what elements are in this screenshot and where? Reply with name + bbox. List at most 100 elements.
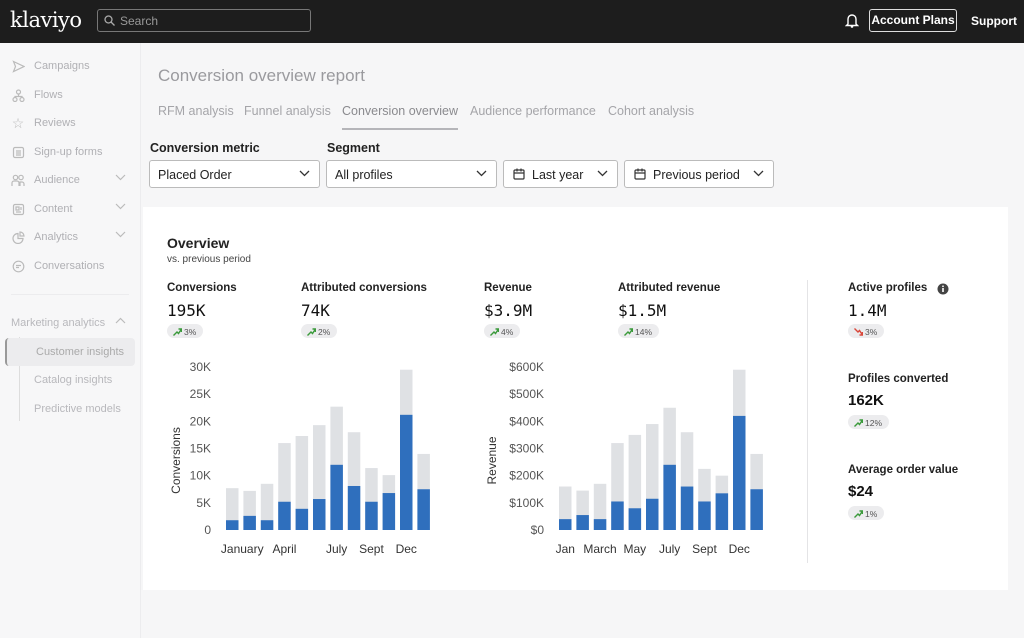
sidebar-item-label: Flows <box>34 89 63 101</box>
sidebar-item-campaigns[interactable]: Campaigns <box>11 56 136 76</box>
chevron-down-icon <box>115 231 126 238</box>
attributed-revenue-value: $1.5M <box>618 301 667 320</box>
y-axis-label: Conversions <box>169 427 183 494</box>
sidebar-subitem-catalog-insights[interactable]: Catalog insights <box>5 366 135 394</box>
change-value: 3% <box>184 326 197 337</box>
y-axis-label: Revenue <box>485 436 499 484</box>
y-tick-label: $500K <box>509 387 544 401</box>
x-tick-label: Sept <box>359 542 384 556</box>
change-value: 1% <box>865 508 878 519</box>
date-range-select[interactable]: Last year <box>503 160 618 188</box>
attributed-bar <box>243 515 256 530</box>
y-tick-label: 20K <box>190 414 211 428</box>
y-tick-label: 10K <box>190 469 211 483</box>
sidebar-item-reviews[interactable]: ☆ Reviews <box>11 113 136 133</box>
attributed-conversions-value: 74K <box>301 301 330 320</box>
attributed-revenue-label: Attributed revenue <box>618 282 721 294</box>
sidebar-item-label: Conversations <box>34 260 105 272</box>
y-tick-label: $100K <box>509 496 544 510</box>
trend-up-icon <box>624 327 633 336</box>
subitem-label: Customer insights <box>36 346 125 358</box>
sidebar-item-sign-up-forms[interactable]: Sign-up forms <box>11 142 136 162</box>
subnav-line <box>19 337 20 421</box>
average-order-value-value: $24 <box>848 483 874 500</box>
average-order-value-change-badge: 1% <box>848 506 885 520</box>
sidebar-subitem-customer-insights[interactable]: Customer insights <box>5 338 135 366</box>
y-tick-label: 15K <box>190 442 211 456</box>
sidebar-item-content[interactable]: Content <box>11 199 136 219</box>
attributed-bar <box>347 485 361 530</box>
flows-icon <box>11 88 25 102</box>
select-value: All profiles <box>335 168 393 182</box>
star-icon: ☆ <box>11 114 25 131</box>
x-tick-label: July <box>326 542 347 556</box>
attributed-bar <box>750 489 763 530</box>
form-icon <box>11 145 25 159</box>
y-tick-label: 25K <box>190 387 211 401</box>
chevron-down-icon <box>299 170 310 177</box>
total-bar <box>559 486 572 530</box>
search-input[interactable]: Search <box>97 9 311 32</box>
sidebar-item-conversations[interactable]: Conversations <box>11 256 136 276</box>
chevron-up-icon <box>115 317 126 324</box>
tab-cohort-analysis[interactable]: Cohort analysis <box>608 104 695 118</box>
revenue-value: $3.9M <box>484 301 533 320</box>
revenue-label: Revenue <box>484 282 532 294</box>
revenue-change-badge: 4% <box>484 324 521 338</box>
content-icon <box>11 202 25 216</box>
segment-label: Segment <box>327 141 380 155</box>
attributed-conversions-change-badge: 2% <box>301 324 338 338</box>
x-tick-label: Sept <box>692 542 717 556</box>
pie-chart-icon <box>11 230 25 244</box>
people-icon <box>11 173 25 187</box>
metrics-divider <box>807 280 808 563</box>
conversion-metric-select[interactable]: Placed Order <box>149 160 320 188</box>
sidebar-item-flows[interactable]: Flows <box>11 85 136 105</box>
chevron-down-icon <box>753 170 764 177</box>
subitem-label: Catalog insights <box>34 374 113 386</box>
trend-up-icon <box>490 327 499 336</box>
marketing-analytics-section[interactable]: Marketing analytics <box>11 313 136 333</box>
attributed-bar <box>260 520 274 530</box>
info-icon[interactable] <box>937 283 949 295</box>
section-label: Marketing analytics <box>11 317 106 329</box>
klaviyo-logo[interactable]: klaviyo <box>10 8 82 32</box>
attributed-bar <box>715 493 729 530</box>
total-bar <box>628 434 642 530</box>
y-tick-label: $600K <box>509 360 544 374</box>
active-profiles-label: Active profiles <box>848 282 928 294</box>
x-tick-label: July <box>659 542 680 556</box>
tab-funnel-analysis[interactable]: Funnel analysis <box>244 104 331 118</box>
segment-select[interactable]: All profiles <box>326 160 497 188</box>
x-tick-label: January <box>221 542 264 556</box>
tab-audience-performance[interactable]: Audience performance <box>470 104 596 118</box>
sidebar-item-audience[interactable]: Audience <box>11 170 136 190</box>
change-value: 12% <box>865 417 883 428</box>
total-bar <box>593 483 607 530</box>
sidebar-subitem-predictive-models[interactable]: Predictive models <box>5 395 135 423</box>
account-plans-button[interactable]: Account Plans <box>869 9 957 32</box>
attributed-bar <box>663 464 676 530</box>
attributed-revenue-change-badge: 14% <box>618 324 660 338</box>
sidebar-item-analytics[interactable]: Analytics <box>11 227 136 247</box>
send-icon <box>11 59 25 73</box>
y-tick-label: $300K <box>509 442 544 456</box>
attributed-bar <box>628 508 642 530</box>
attributed-bar <box>733 415 746 530</box>
trend-up-icon <box>173 327 182 336</box>
total-bar <box>260 483 274 530</box>
sidebar-item-label: Content <box>34 203 73 215</box>
overview-subtitle: vs. previous period <box>167 254 251 265</box>
attributed-bar <box>680 486 694 530</box>
sidebar-item-label: Analytics <box>34 231 79 243</box>
comparison-period-select[interactable]: Previous period <box>624 160 774 188</box>
attributed-bar <box>278 501 291 530</box>
subitem-label: Predictive models <box>34 403 121 415</box>
attributed-bar <box>330 464 343 530</box>
attributed-bar <box>611 501 624 530</box>
tab-rfm-analysis[interactable]: RFM analysis <box>158 104 234 118</box>
calendar-icon <box>634 168 646 180</box>
bell-icon[interactable] <box>845 13 859 28</box>
support-link[interactable]: Support <box>971 14 1017 28</box>
tab-conversion-overview[interactable]: Conversion overview <box>342 104 459 118</box>
